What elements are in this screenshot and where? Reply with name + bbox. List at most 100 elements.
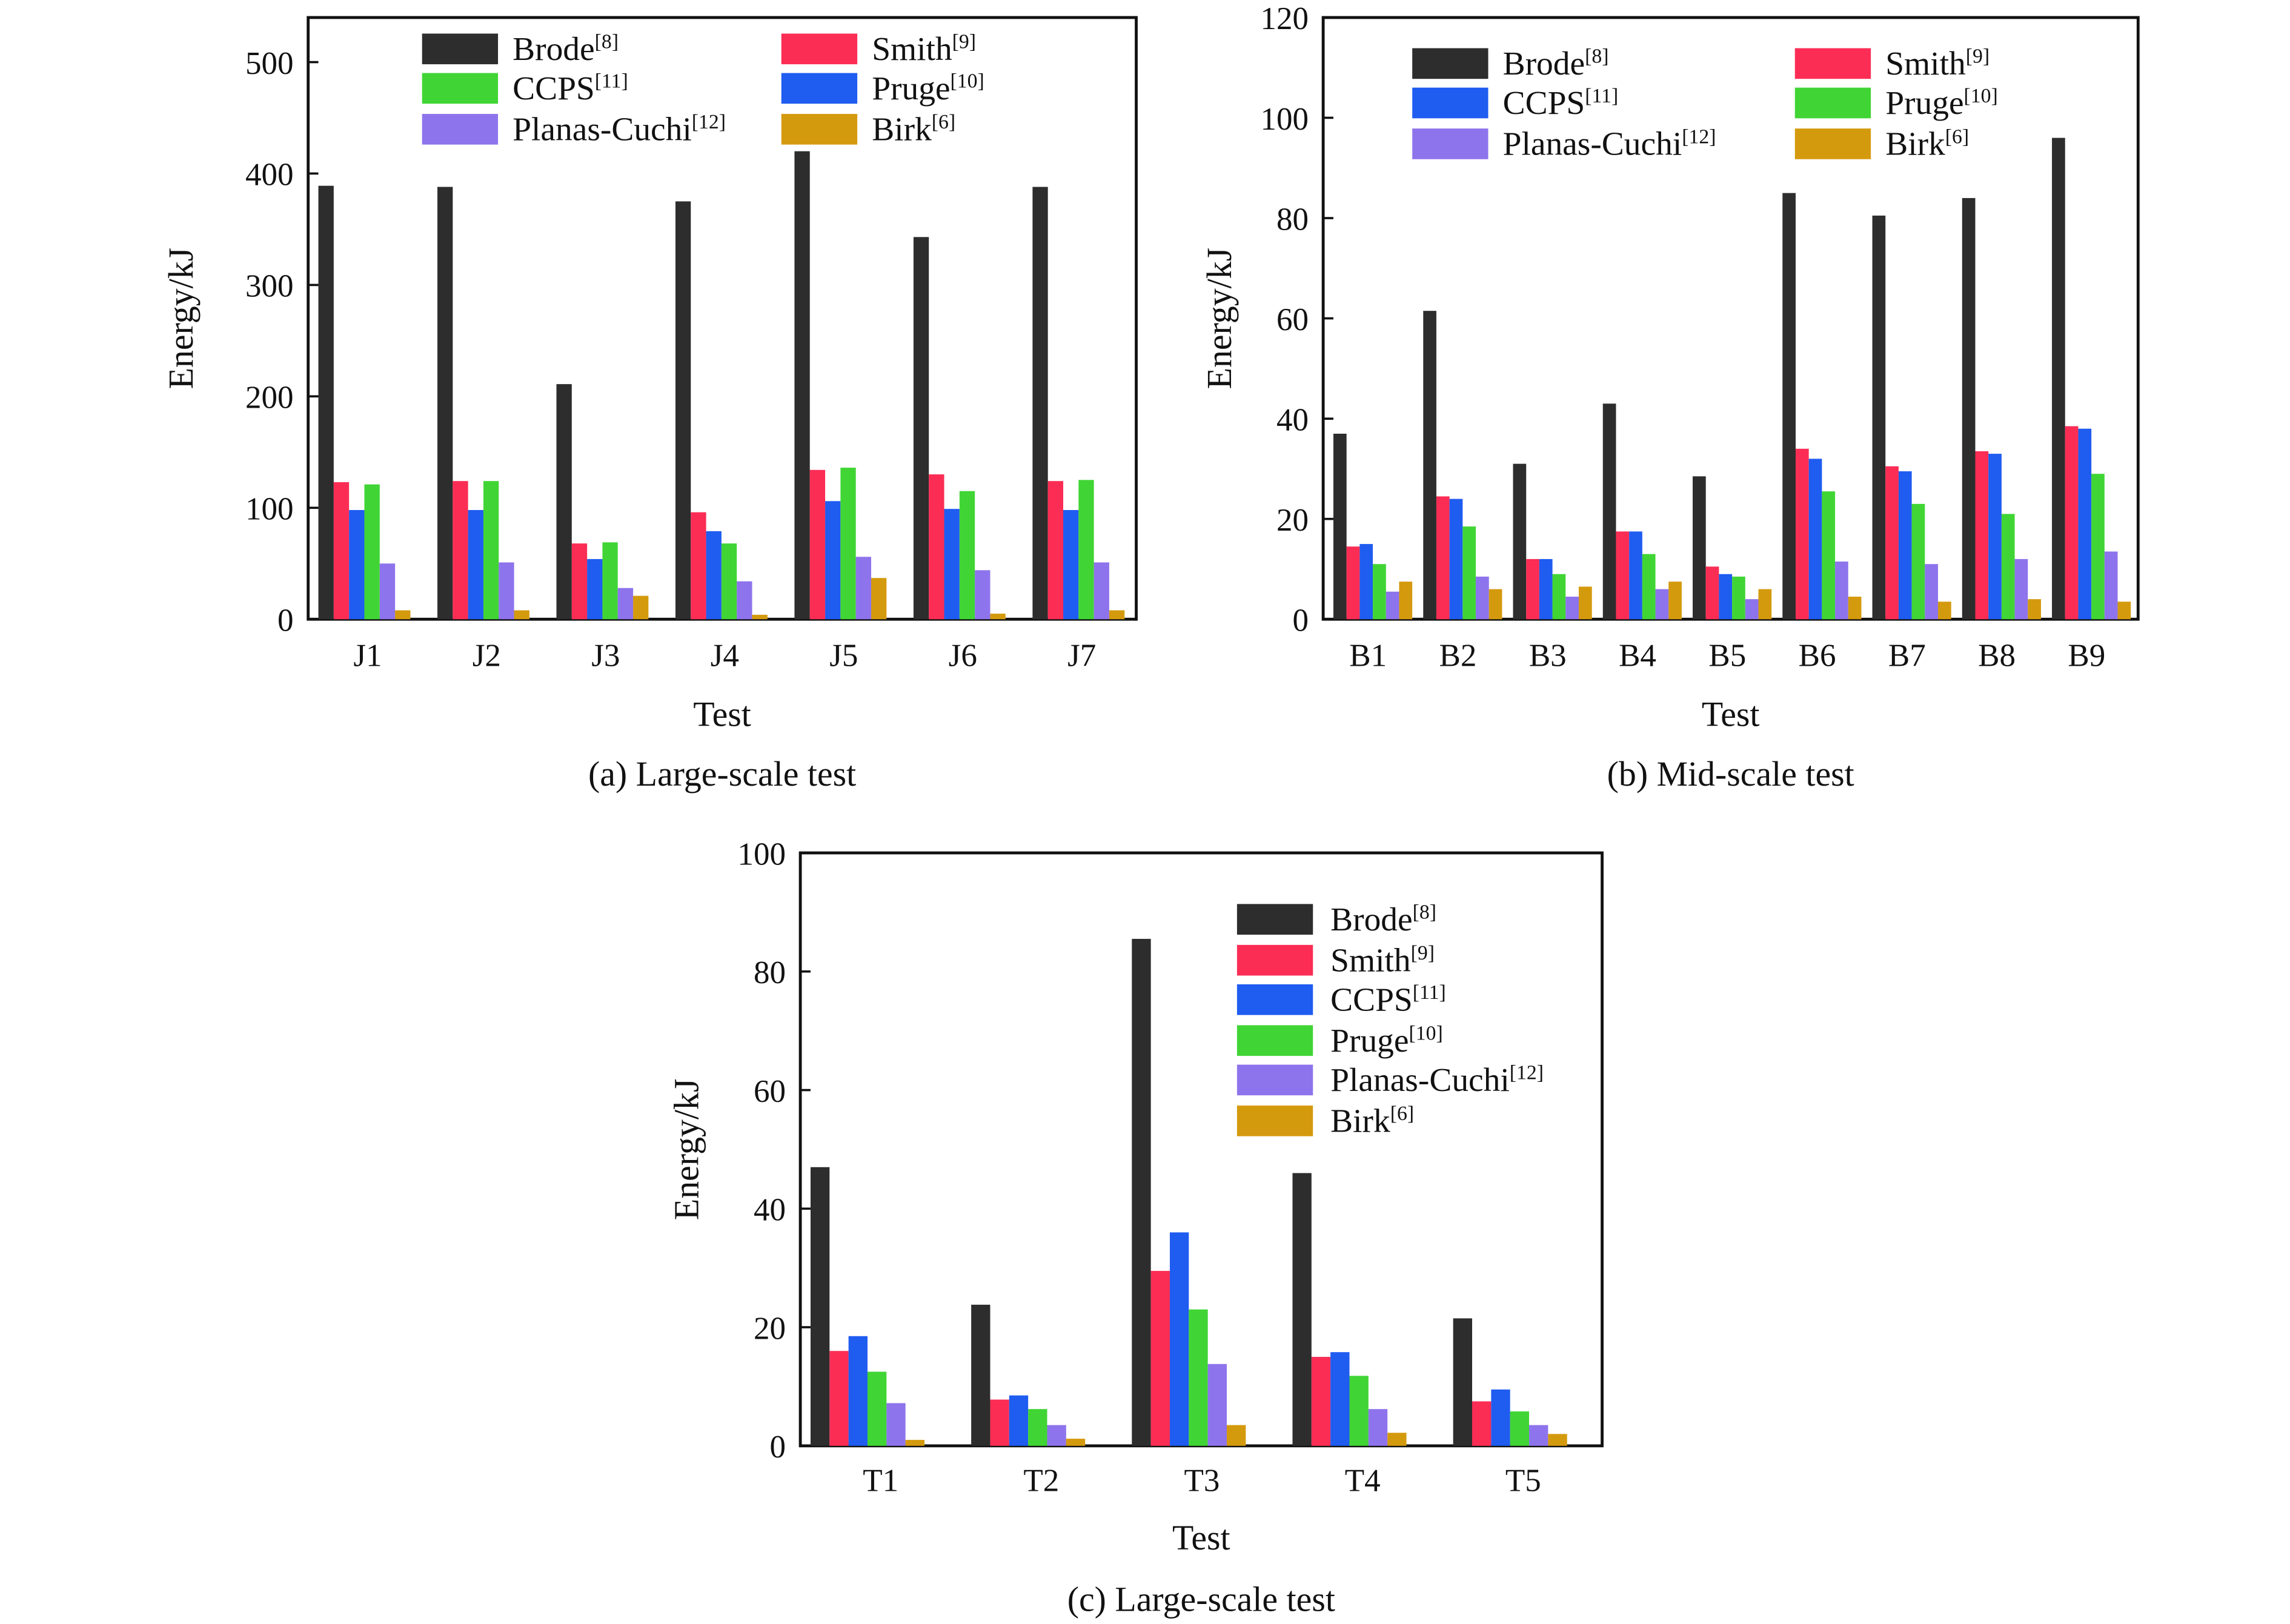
x-tick-label: J7 bbox=[1067, 638, 1096, 673]
legend-name: Planas-Cuchi bbox=[1330, 1061, 1510, 1098]
y-tick-label: 200 bbox=[245, 380, 294, 416]
bar-birk-b3 bbox=[1578, 586, 1592, 620]
legend-reference: [8] bbox=[595, 31, 619, 53]
legend-name: Smith bbox=[1885, 45, 1965, 82]
legend-reference: [10] bbox=[951, 70, 984, 93]
x-tick-label: T1 bbox=[863, 1463, 898, 1499]
bar-planas-cuchi-b7 bbox=[1925, 564, 1939, 620]
bar-birk-b5 bbox=[1758, 589, 1772, 620]
legend-swatch bbox=[781, 73, 858, 104]
legend-reference: [6] bbox=[1390, 1102, 1414, 1125]
y-tick-label: 0 bbox=[769, 1430, 786, 1465]
y-tick-label: 40 bbox=[1276, 402, 1309, 437]
legend-name: Brode bbox=[513, 30, 594, 67]
x-tick-label: B1 bbox=[1349, 638, 1387, 673]
bar-brode-j1 bbox=[318, 185, 334, 620]
legend-entry: Birk[6] bbox=[1330, 1102, 1414, 1139]
y-tick-label: 0 bbox=[277, 603, 294, 638]
bar-planas-cuchi-b6 bbox=[1835, 562, 1848, 620]
legend-entry: Brode[8] bbox=[513, 30, 619, 67]
legend-entry: Smith[9] bbox=[1885, 45, 1990, 82]
legend-name: Birk bbox=[1885, 125, 1945, 162]
legend-name: Pruge bbox=[872, 70, 950, 107]
panel-caption: (b) Mid-scale test bbox=[1607, 754, 1854, 794]
bar-smith-b9 bbox=[2065, 426, 2079, 620]
bar-brode-b5 bbox=[1693, 476, 1706, 620]
x-tick-label: T5 bbox=[1505, 1463, 1541, 1499]
legend-entry: Planas-Cuchi[12] bbox=[1503, 125, 1716, 162]
legend: Brode[8] Smith[9] CCPS[11] Pruge[10] Planas-… bbox=[1412, 45, 1998, 162]
bar-pruge-j2 bbox=[468, 509, 483, 620]
bar-pruge-b8 bbox=[2001, 514, 2015, 620]
bar-smith-t5 bbox=[1472, 1401, 1492, 1446]
legend-swatch bbox=[422, 73, 499, 104]
bar-birk-j5 bbox=[871, 578, 887, 620]
x-tick-label: J6 bbox=[949, 638, 977, 673]
legend-reference: [10] bbox=[1409, 1022, 1442, 1045]
legend-swatch bbox=[1794, 128, 1871, 159]
legend-name: Planas-Cuchi bbox=[513, 110, 692, 147]
bar-planas-cuchi-t4 bbox=[1368, 1409, 1388, 1446]
bar-birk-j1 bbox=[395, 610, 411, 620]
y-tick-label: 500 bbox=[245, 46, 294, 81]
x-tick-label: B7 bbox=[1888, 638, 1926, 673]
bar-pruge-b5 bbox=[1732, 576, 1745, 620]
legend-swatch bbox=[422, 114, 499, 145]
chart-panel-b: 0 20 40 60 80 100 120 B1 B2 B3 B4 B5 B6 B7 B8 B9 Energy/… bbox=[1200, 1, 2140, 794]
bar-birk-t1 bbox=[905, 1440, 924, 1446]
bar-smith-b2 bbox=[1436, 496, 1450, 620]
bar-ccps-j6 bbox=[959, 491, 975, 620]
bar-smith-b5 bbox=[1705, 566, 1719, 620]
bar-birk-b6 bbox=[1848, 597, 1862, 620]
chart-panel-a: 0 100 200 300 400 500 J1 J2 J3 J4 J5 J6 J7 Energy/kJ T… bbox=[161, 16, 1138, 794]
bar-brode-j3 bbox=[556, 384, 572, 620]
bar-brode-b3 bbox=[1513, 463, 1527, 620]
bar-birk-j6 bbox=[990, 614, 1006, 620]
x-tick-label: T3 bbox=[1184, 1463, 1220, 1499]
legend-swatch bbox=[1412, 87, 1488, 119]
legend-swatch bbox=[1412, 128, 1488, 159]
bar-ccps-j2 bbox=[483, 481, 499, 620]
bar-birk-j7 bbox=[1109, 610, 1125, 620]
bar-ccps-j3 bbox=[602, 542, 618, 620]
y-tick-label: 60 bbox=[1276, 302, 1309, 337]
bar-brode-t3 bbox=[1132, 938, 1151, 1446]
legend-name: Pruge bbox=[1885, 84, 1963, 121]
x-axis-label: Test bbox=[1172, 1518, 1230, 1557]
bar-birk-b7 bbox=[1938, 602, 1951, 620]
legend-entry: Planas-Cuchi[12] bbox=[513, 110, 726, 147]
legend-reference: [8] bbox=[1585, 45, 1608, 68]
legend-entry: Pruge[10] bbox=[872, 70, 984, 107]
bar-smith-j4 bbox=[691, 512, 706, 620]
bar-birk-b4 bbox=[1668, 582, 1682, 620]
legend-reference: [12] bbox=[1510, 1062, 1544, 1084]
legend-reference: [6] bbox=[932, 111, 955, 133]
bar-birk-b9 bbox=[2117, 602, 2131, 620]
bar-ccps-t2 bbox=[1009, 1395, 1029, 1446]
bar-ccps-b8 bbox=[1988, 454, 2002, 620]
bar-birk-b2 bbox=[1488, 589, 1502, 620]
legend-swatch bbox=[1236, 984, 1313, 1015]
bar-planas-cuchi-j5 bbox=[855, 557, 871, 620]
bar-pruge-b2 bbox=[1462, 526, 1476, 620]
y-tick-label: 20 bbox=[754, 1311, 786, 1346]
bar-planas-cuchi-b2 bbox=[1476, 576, 1489, 620]
bar-planas-cuchi-j2 bbox=[499, 562, 514, 620]
y-axis-label: Energy/kJ bbox=[666, 1079, 706, 1221]
x-tick-label: J1 bbox=[353, 638, 382, 673]
y-tick-label: 100 bbox=[245, 492, 294, 527]
plot-frame bbox=[307, 16, 1138, 621]
legend-reference: [6] bbox=[1945, 125, 1969, 148]
bar-birk-t5 bbox=[1548, 1434, 1567, 1446]
bar-smith-b7 bbox=[1885, 466, 1899, 620]
legend-entry: Pruge[10] bbox=[1330, 1022, 1443, 1059]
bar-brode-t1 bbox=[810, 1167, 830, 1446]
bar-smith-j7 bbox=[1047, 481, 1063, 620]
x-tick-label: J4 bbox=[711, 638, 739, 673]
legend-swatch bbox=[781, 33, 858, 65]
panel-caption: (a) Large-scale test bbox=[588, 754, 856, 794]
legend-name: CCPS bbox=[1330, 981, 1413, 1018]
bar-ccps-b4 bbox=[1629, 531, 1642, 620]
bar-pruge-t4 bbox=[1349, 1376, 1369, 1446]
